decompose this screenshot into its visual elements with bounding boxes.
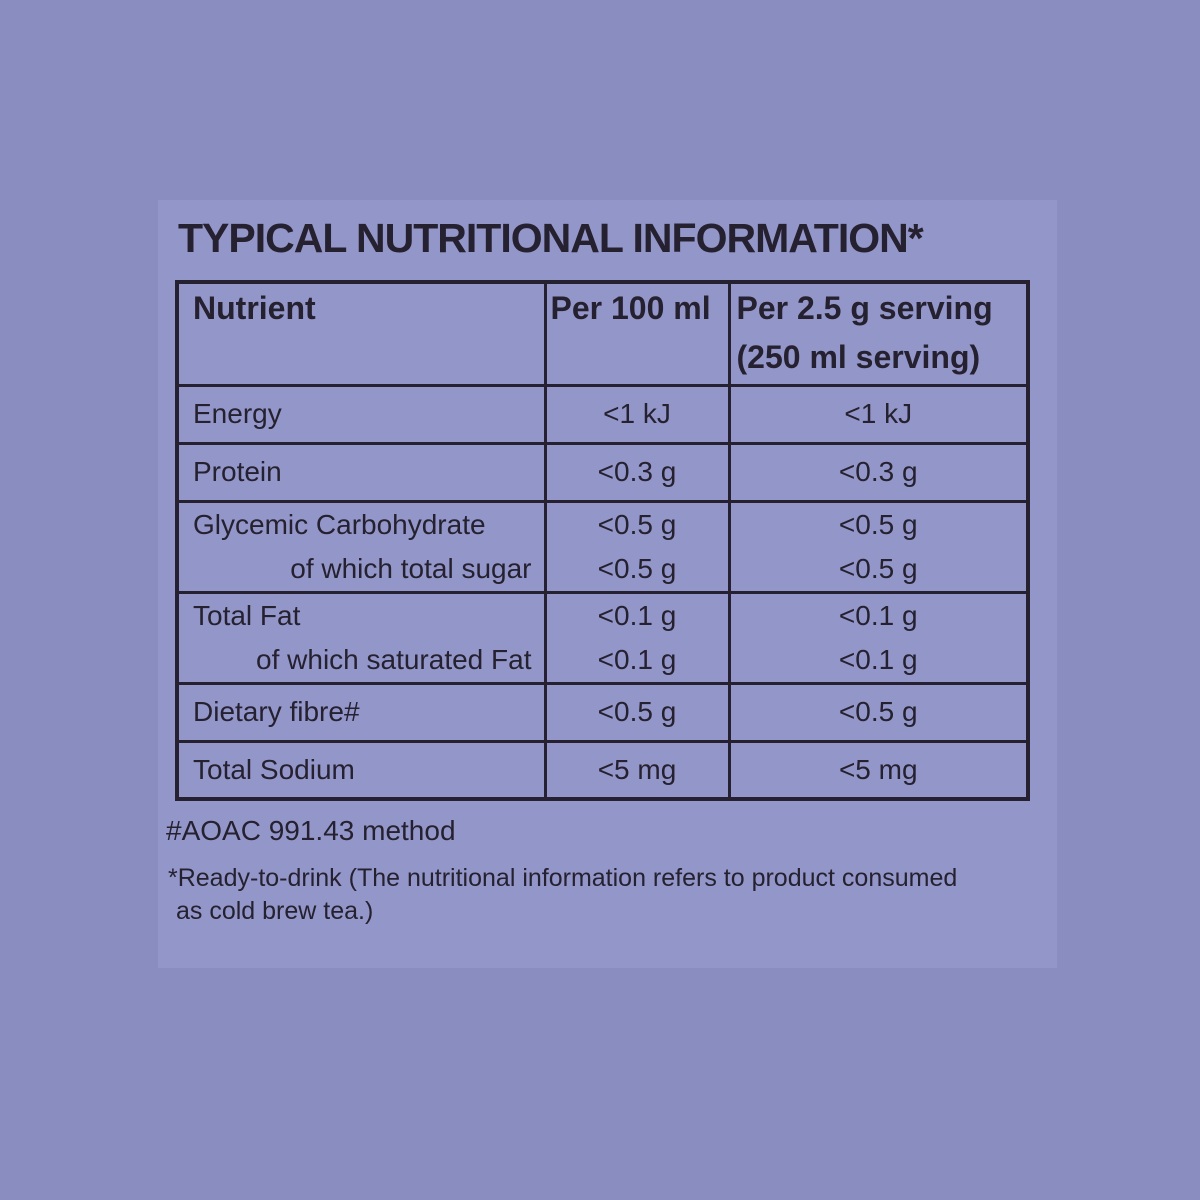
- per-100ml-cell: <0.3 g: [543, 441, 731, 503]
- per-serving-cell: <0.1 g <0.1 g: [727, 590, 1030, 685]
- cell-line: Dietary fibre#: [193, 696, 360, 727]
- table-header-row: Nutrient Per 100 ml Per 2.5 g serving (2…: [175, 280, 1030, 387]
- cell-line: <0.1 g: [838, 599, 918, 631]
- header-per-serving: Per 2.5 g serving (250 ml serving): [727, 280, 1030, 387]
- cell-line: <1 kJ: [844, 398, 913, 429]
- per-100ml-cell: <5 mg: [543, 739, 731, 801]
- per-100ml-cell: <0.5 g: [543, 681, 731, 743]
- cell-line: <0.3 g: [597, 456, 677, 487]
- cell-line: Total Sodium: [193, 753, 355, 785]
- cell-line: <0.5 g: [838, 696, 918, 727]
- cell-line: <1 kJ: [603, 398, 671, 429]
- table-row: Energy <1 kJ <1 kJ: [175, 383, 1030, 445]
- per-100ml-cell: <0.5 g <0.5 g: [543, 499, 731, 594]
- nutrition-table: Nutrient Per 100 ml Per 2.5 g serving (2…: [175, 280, 1030, 801]
- nutrient-cell: Total Fat of which saturated Fat: [175, 590, 547, 685]
- per-100ml-cell: <1 kJ: [543, 383, 731, 445]
- per-serving-cell: <0.5 g: [727, 681, 1030, 743]
- header-per-100ml: Per 100 ml: [543, 280, 731, 387]
- cell-line: <0.5 g: [838, 552, 918, 584]
- per-serving-cell: <1 kJ: [727, 383, 1030, 445]
- table-row: Protein <0.3 g <0.3 g: [175, 441, 1030, 503]
- cell-line: <0.1 g: [597, 643, 677, 675]
- page-title: TYPICAL NUTRITIONAL INFORMATION*: [178, 215, 924, 261]
- table-row: Glycemic Carbohydrate of which total suga…: [175, 499, 1030, 594]
- cell-line: of which saturated Fat: [256, 643, 532, 675]
- nutrient-cell: Dietary fibre#: [175, 681, 547, 743]
- cell-line: Glycemic Carbohydrate: [193, 508, 486, 540]
- header-per-serving-line1: Per 2.5 g serving: [736, 290, 993, 326]
- header-nutrient: Nutrient: [175, 280, 547, 387]
- per-100ml-cell: <0.1 g <0.1 g: [543, 590, 731, 685]
- cell-line: <5 mg: [597, 753, 677, 785]
- cell-line: <0.5 g: [838, 508, 918, 540]
- cell-line: Protein: [193, 456, 282, 487]
- cell-line: <0.3 g: [838, 456, 918, 487]
- cell-line: <0.5 g: [597, 696, 677, 727]
- nutrient-cell: Glycemic Carbohydrate of which total suga…: [175, 499, 547, 594]
- cell-line: <0.5 g: [597, 508, 677, 540]
- cell-line: Total Fat: [193, 599, 301, 631]
- per-serving-cell: <5 mg: [727, 739, 1030, 801]
- table-row: Total Fat of which saturated Fat <0.1 g <0.…: [175, 590, 1030, 685]
- cell-line: <0.1 g: [838, 643, 918, 675]
- footnote-ready-line1: *Ready-to-drink (The nutritional informa…: [168, 864, 958, 892]
- cell-line: <5 mg: [838, 753, 918, 785]
- nutrient-cell: Energy: [175, 383, 547, 445]
- nutrient-cell: Total Sodium: [175, 739, 547, 801]
- table-row: Dietary fibre# <0.5 g <0.5 g: [175, 681, 1030, 743]
- label-panel: TYPICAL NUTRITIONAL INFORMATION* Nutrien…: [158, 200, 1057, 968]
- table-row: Total Sodium <5 mg <5 mg: [175, 739, 1030, 801]
- cell-line: of which total sugar: [290, 552, 532, 584]
- per-serving-cell: <0.3 g: [727, 441, 1030, 503]
- footnote-ready-line2: as cold brew tea.): [176, 897, 374, 925]
- footnote-aoac-method: #AOAC 991.43 method: [166, 815, 456, 846]
- nutrient-cell: Protein: [175, 441, 547, 503]
- header-per-serving-line2: (250 ml serving): [736, 339, 981, 375]
- footnote-ready-to-drink: *Ready-to-drink (The nutritional informa…: [168, 862, 1057, 928]
- per-serving-cell: <0.5 g <0.5 g: [727, 499, 1030, 594]
- cell-line: Energy: [193, 398, 282, 429]
- cell-line: <0.5 g: [597, 552, 677, 584]
- cell-line: <0.1 g: [597, 599, 677, 631]
- table-body: Energy <1 kJ <1 kJ Protein <0.3 g <0.3 g Glyce…: [175, 383, 1030, 801]
